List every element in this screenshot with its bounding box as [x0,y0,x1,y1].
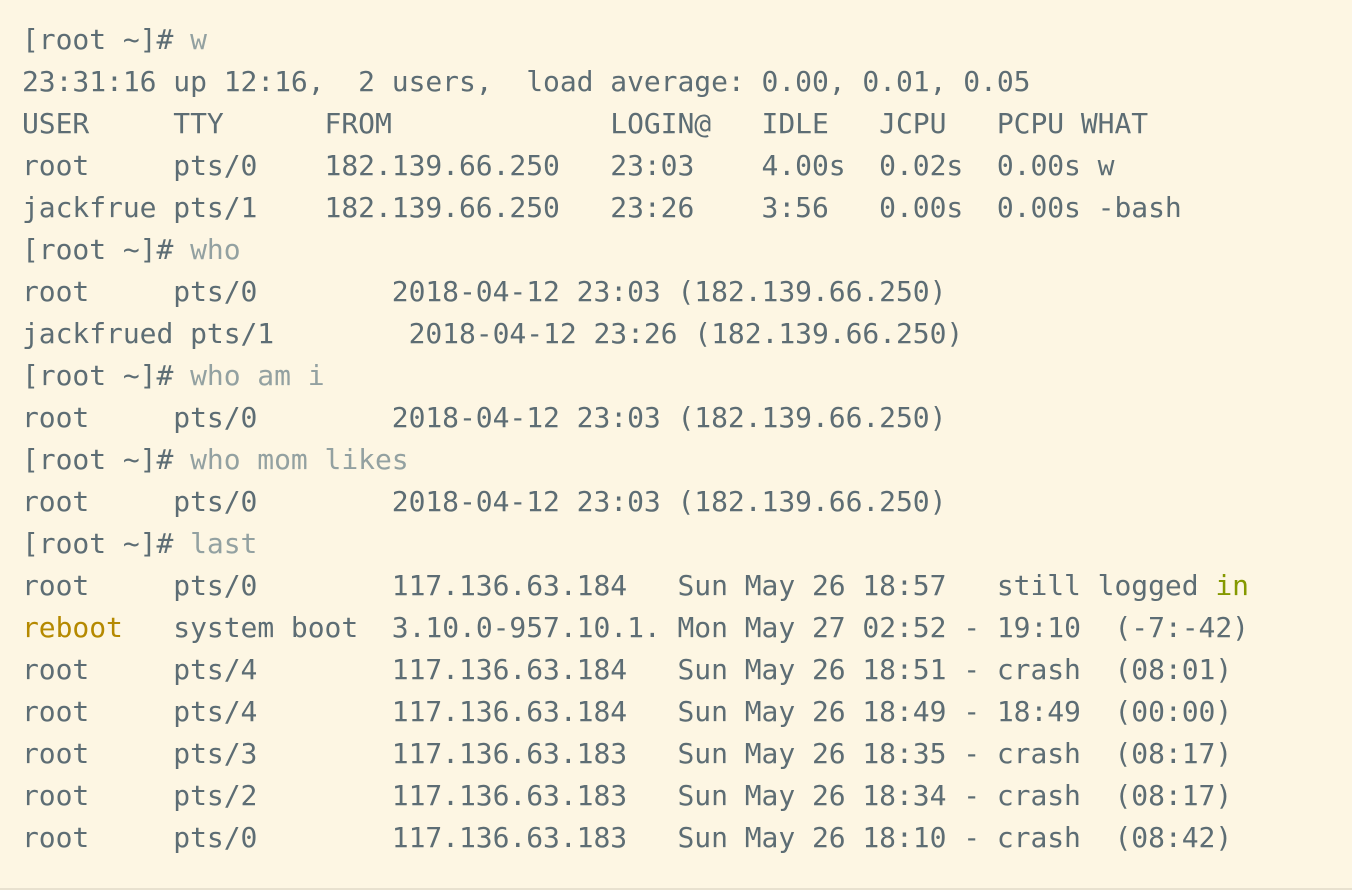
command-text: who mom likes [190,443,409,476]
terminal-text: [root ~]# [22,443,191,476]
prompt-line: [root ~]# w [22,19,1249,61]
terminal-text: system boot 3.10.0-957.10.1. Mon May 27 … [122,611,1249,644]
terminal-text: root pts/0 117.136.63.183 Sun May 26 18:… [22,821,1233,854]
output-line: root pts/4 117.136.63.184 Sun May 26 18:… [22,649,1249,691]
terminal-text: reboot [22,611,123,644]
output-line: jackfrued pts/1 2018-04-12 23:26 (182.13… [22,313,1249,355]
output-line: root pts/2 117.136.63.183 Sun May 26 18:… [22,775,1249,817]
command-text: who [190,233,241,266]
terminal-text: jackfrue pts/1 182.139.66.250 23:26 3:56… [22,191,1182,224]
terminal-text: root pts/2 117.136.63.183 Sun May 26 18:… [22,779,1233,812]
terminal-text: [root ~]# [22,527,191,560]
terminal-text: in [1215,569,1249,602]
output-line: root pts/0 182.139.66.250 23:03 4.00s 0.… [22,145,1249,187]
prompt-line: [root ~]# who [22,229,1249,271]
output-line: root pts/4 117.136.63.184 Sun May 26 18:… [22,691,1249,733]
command-text: who am i [190,359,325,392]
output-line: root pts/0 117.136.63.184 Sun May 26 18:… [22,565,1249,607]
bottom-border [0,888,1352,890]
command-text: last [190,527,258,560]
output-line: root pts/0 117.136.63.183 Sun May 26 18:… [22,817,1249,859]
terminal-text: root pts/4 117.136.63.184 Sun May 26 18:… [22,695,1233,728]
command-text: w [190,23,207,56]
terminal-text: root pts/0 2018-04-12 23:03 (182.139.66.… [22,401,947,434]
terminal-text: root pts/0 117.136.63.184 Sun May 26 18:… [22,569,1216,602]
terminal-text: [root ~]# [22,23,191,56]
terminal-text: jackfrued pts/1 2018-04-12 23:26 (182.13… [22,317,964,350]
prompt-line: [root ~]# last [22,523,1249,565]
output-line: root pts/0 2018-04-12 23:03 (182.139.66.… [22,397,1249,439]
prompt-line: [root ~]# who am i [22,355,1249,397]
terminal-output[interactable]: [root ~]# w 23:31:16 up 12:16, 2 users, l… [22,19,1249,859]
terminal-text: root pts/3 117.136.63.183 Sun May 26 18:… [22,737,1233,770]
output-line: jackfrue pts/1 182.139.66.250 23:26 3:56… [22,187,1249,229]
terminal-text: [root ~]# [22,359,191,392]
terminal-text: 23:31:16 up 12:16, 2 users, load average… [22,65,1031,98]
terminal-text: root pts/0 2018-04-12 23:03 (182.139.66.… [22,275,947,308]
terminal-text: root pts/4 117.136.63.184 Sun May 26 18:… [22,653,1233,686]
terminal-text: root pts/0 182.139.66.250 23:03 4.00s 0.… [22,149,1115,182]
output-line: reboot system boot 3.10.0-957.10.1. Mon … [22,607,1249,649]
output-line: 23:31:16 up 12:16, 2 users, load average… [22,61,1249,103]
terminal-text: [root ~]# [22,233,191,266]
output-line: root pts/0 2018-04-12 23:03 (182.139.66.… [22,271,1249,313]
terminal-text: USER TTY FROM LOGIN@ IDLE JCPU PCPU WHAT [22,107,1149,140]
prompt-line: [root ~]# who mom likes [22,439,1249,481]
output-line: root pts/0 2018-04-12 23:03 (182.139.66.… [22,481,1249,523]
terminal-text: root pts/0 2018-04-12 23:03 (182.139.66.… [22,485,947,518]
output-line: root pts/3 117.136.63.183 Sun May 26 18:… [22,733,1249,775]
output-line: USER TTY FROM LOGIN@ IDLE JCPU PCPU WHAT [22,103,1249,145]
